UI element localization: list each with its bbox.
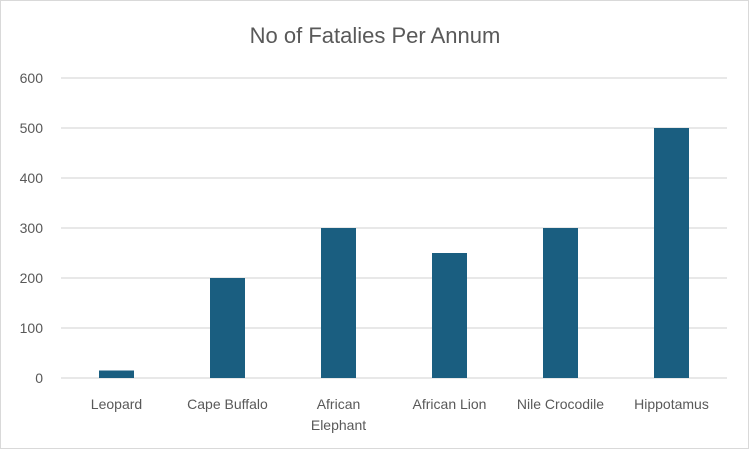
- y-tick-label: 0: [35, 370, 43, 386]
- x-category-label: African Elephant: [311, 396, 366, 433]
- x-category-label: Leopard: [91, 396, 142, 412]
- x-category-label-line: African Lion: [413, 396, 487, 412]
- y-tick-label: 500: [20, 120, 44, 136]
- x-category-label-line: Cape Buffalo: [187, 396, 268, 412]
- chart-title: No of Fatalies Per Annum: [250, 23, 501, 48]
- bar-african-elephant: [321, 228, 356, 378]
- bar-leopard: [99, 370, 134, 378]
- y-tick-label: 400: [20, 170, 44, 186]
- y-tick-label: 200: [20, 270, 44, 286]
- x-category-label: Hippotamus: [634, 396, 709, 412]
- x-category-label-line: African: [317, 396, 361, 412]
- x-category-label: Nile Crocodile: [517, 396, 604, 412]
- x-category-label-line: Leopard: [91, 396, 142, 412]
- y-tick-label: 100: [20, 320, 44, 336]
- bar-hippotamus: [654, 128, 689, 378]
- x-category-label-line: Elephant: [311, 417, 366, 433]
- bar-african-lion: [432, 253, 467, 378]
- x-category-label: Cape Buffalo: [187, 396, 268, 412]
- y-tick-label: 300: [20, 220, 44, 236]
- bar-cape-buffalo: [210, 278, 245, 378]
- y-tick-label: 600: [20, 70, 44, 86]
- x-category-label-line: Hippotamus: [634, 396, 709, 412]
- x-category-label: African Lion: [413, 396, 487, 412]
- bar-nile-crocodile: [543, 228, 578, 378]
- x-category-label-line: Nile Crocodile: [517, 396, 604, 412]
